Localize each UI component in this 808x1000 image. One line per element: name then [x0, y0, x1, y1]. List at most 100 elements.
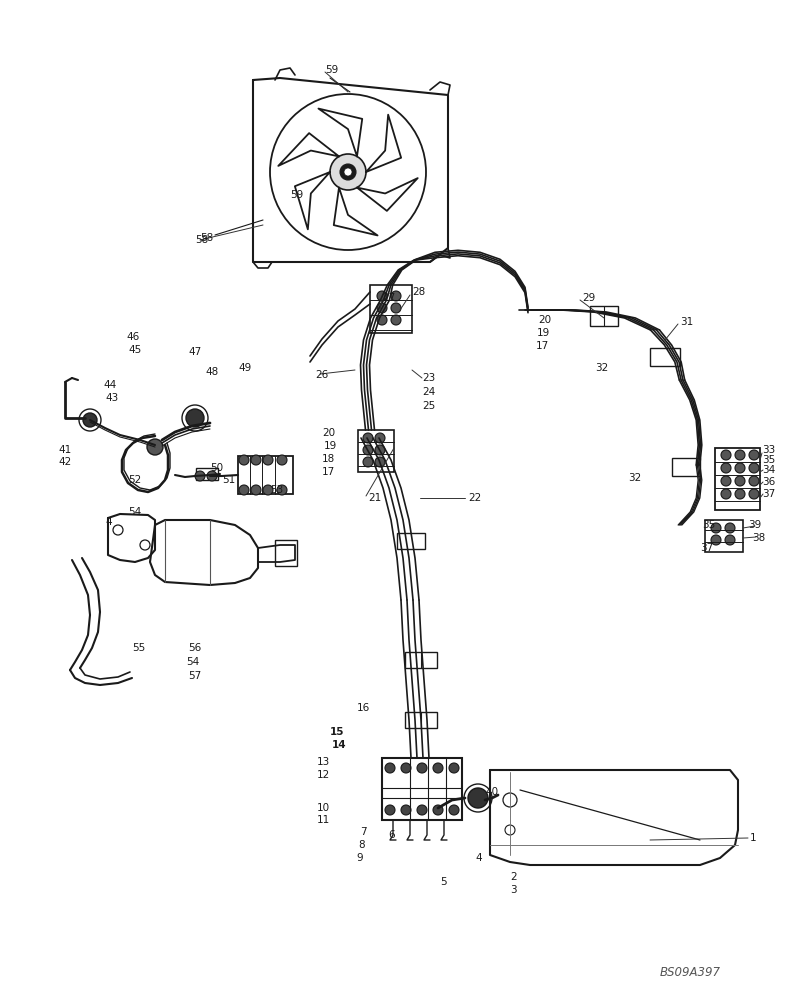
Circle shape — [391, 315, 401, 325]
Bar — [672, 458, 700, 476]
Text: 38: 38 — [752, 533, 765, 543]
Bar — [358, 430, 394, 472]
Circle shape — [725, 535, 735, 545]
Circle shape — [401, 805, 411, 815]
Text: 13: 13 — [317, 757, 330, 767]
Circle shape — [721, 476, 731, 486]
Text: 20: 20 — [322, 428, 335, 438]
Text: 56: 56 — [188, 643, 201, 653]
Text: 39: 39 — [748, 520, 761, 530]
Circle shape — [417, 805, 427, 815]
Circle shape — [147, 439, 163, 455]
Bar — [370, 285, 412, 333]
Circle shape — [363, 457, 373, 467]
Text: BS09A397: BS09A397 — [660, 966, 721, 978]
Circle shape — [377, 303, 387, 313]
Bar — [196, 468, 218, 480]
Text: 37: 37 — [700, 543, 713, 553]
Circle shape — [749, 450, 759, 460]
Text: 8: 8 — [358, 840, 364, 850]
Text: 35: 35 — [702, 520, 715, 530]
Circle shape — [385, 805, 395, 815]
Circle shape — [375, 433, 385, 443]
Text: 57: 57 — [188, 671, 201, 681]
Text: 52: 52 — [128, 475, 141, 485]
Bar — [705, 520, 743, 552]
Text: 12: 12 — [317, 770, 330, 780]
Circle shape — [735, 450, 745, 460]
Circle shape — [344, 168, 352, 176]
Text: 18: 18 — [322, 454, 335, 464]
Text: 22: 22 — [468, 493, 482, 503]
Text: 10: 10 — [317, 803, 330, 813]
Circle shape — [385, 763, 395, 773]
Circle shape — [375, 457, 385, 467]
Circle shape — [263, 455, 273, 465]
Circle shape — [749, 489, 759, 499]
Text: 33: 33 — [762, 445, 775, 455]
Text: 4: 4 — [475, 853, 482, 863]
Text: 37: 37 — [762, 489, 775, 499]
Circle shape — [468, 788, 488, 808]
Text: 54: 54 — [128, 507, 141, 517]
Text: 29: 29 — [582, 293, 595, 303]
Bar — [590, 306, 618, 326]
Bar — [405, 652, 437, 668]
Text: 58: 58 — [200, 233, 213, 243]
Circle shape — [83, 413, 97, 427]
Text: 43: 43 — [105, 393, 118, 403]
Text: 2: 2 — [510, 872, 516, 882]
Circle shape — [330, 154, 366, 190]
Text: 44: 44 — [103, 380, 116, 390]
Text: 25: 25 — [422, 401, 436, 411]
Circle shape — [239, 485, 249, 495]
Bar — [715, 448, 760, 510]
Text: 11: 11 — [317, 815, 330, 825]
Text: 1: 1 — [750, 833, 756, 843]
Text: 46: 46 — [126, 332, 139, 342]
Text: 19: 19 — [537, 328, 550, 338]
Circle shape — [195, 471, 205, 481]
Circle shape — [721, 463, 731, 473]
Circle shape — [721, 450, 731, 460]
Text: 42: 42 — [58, 457, 71, 467]
Bar — [238, 456, 293, 494]
Circle shape — [391, 291, 401, 301]
Text: 6: 6 — [388, 830, 394, 840]
Text: 20: 20 — [538, 315, 551, 325]
Circle shape — [377, 315, 387, 325]
Text: 17: 17 — [536, 341, 549, 351]
Text: 45: 45 — [128, 345, 141, 355]
Text: 50: 50 — [210, 463, 223, 473]
Circle shape — [375, 445, 385, 455]
Text: 7: 7 — [360, 827, 367, 837]
Circle shape — [263, 485, 273, 495]
Bar — [405, 712, 437, 728]
Circle shape — [735, 463, 745, 473]
Text: 49: 49 — [238, 363, 251, 373]
Text: 9: 9 — [356, 853, 363, 863]
Circle shape — [186, 409, 204, 427]
Circle shape — [277, 455, 287, 465]
Text: 24: 24 — [422, 387, 436, 397]
Circle shape — [749, 463, 759, 473]
Circle shape — [401, 763, 411, 773]
Text: 19: 19 — [324, 441, 337, 451]
Text: 51: 51 — [222, 475, 235, 485]
Text: 15: 15 — [330, 727, 344, 737]
Text: 41: 41 — [58, 445, 71, 455]
Circle shape — [363, 445, 373, 455]
Circle shape — [363, 433, 373, 443]
Text: 58: 58 — [195, 235, 208, 245]
Circle shape — [725, 523, 735, 533]
Text: 16: 16 — [357, 703, 370, 713]
Text: 34: 34 — [762, 465, 775, 475]
Bar — [382, 758, 462, 820]
Text: 35: 35 — [762, 455, 775, 465]
Circle shape — [449, 763, 459, 773]
Circle shape — [433, 805, 443, 815]
Text: 48: 48 — [205, 367, 218, 377]
Circle shape — [735, 489, 745, 499]
Circle shape — [239, 455, 249, 465]
Circle shape — [735, 476, 745, 486]
